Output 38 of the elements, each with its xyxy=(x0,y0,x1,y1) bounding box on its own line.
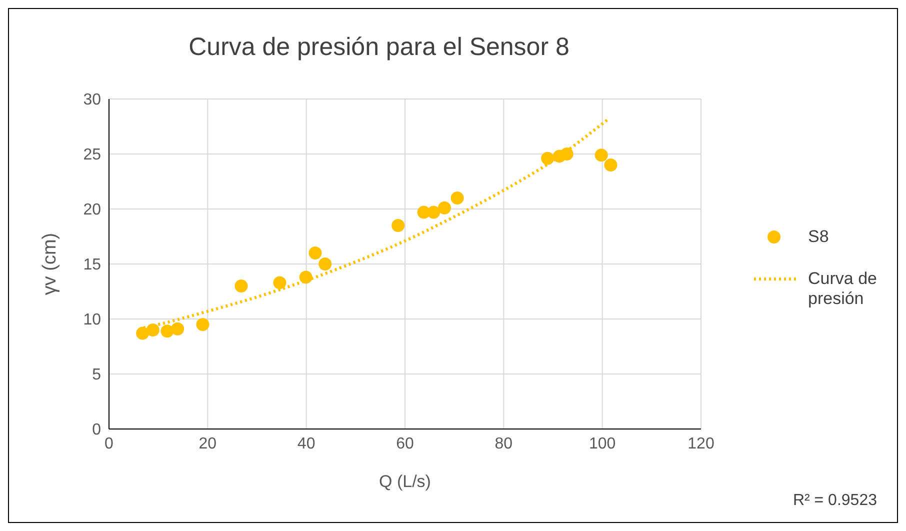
x-tick-label: 0 xyxy=(104,435,114,452)
y-axis-title: γv (cm) xyxy=(40,232,61,296)
x-tick-label: 60 xyxy=(396,435,414,452)
point xyxy=(427,206,440,219)
point xyxy=(146,324,160,336)
x-axis-title: Q (L/s) xyxy=(379,472,431,491)
legend-label: S8 xyxy=(808,227,829,247)
y-tick-label: 30 xyxy=(83,92,102,109)
y-tick-label: 15 xyxy=(83,256,102,274)
x-tick-label: 80 xyxy=(494,435,513,452)
point xyxy=(136,326,150,340)
point xyxy=(604,158,618,172)
x-tick-label: 120 xyxy=(688,435,714,452)
text: R² = 0.9523 xyxy=(792,492,877,510)
chart-title: Curva de presión para el Sensor 8 xyxy=(188,33,570,62)
point xyxy=(560,148,574,160)
point xyxy=(171,322,184,336)
point xyxy=(450,192,464,204)
point xyxy=(160,324,174,338)
point xyxy=(273,276,286,290)
y-tick-label: 0 xyxy=(92,422,102,439)
x-tick-label: 40 xyxy=(297,435,316,452)
y-tick-label: 5 xyxy=(92,366,102,384)
point xyxy=(392,219,405,232)
point xyxy=(318,258,332,270)
point xyxy=(438,201,451,214)
y-tick-label: 20 xyxy=(83,202,102,219)
point xyxy=(308,246,322,260)
point xyxy=(541,152,554,165)
x-tick-label: 20 xyxy=(198,435,217,452)
point xyxy=(299,270,312,284)
y-tick-label: 25 xyxy=(83,146,102,164)
point xyxy=(234,280,248,292)
point xyxy=(594,148,608,162)
x-tick-label: 100 xyxy=(588,435,616,452)
point xyxy=(196,318,210,331)
legend-label: Curva de presión xyxy=(808,269,878,309)
y-tick-label: 10 xyxy=(83,312,102,329)
